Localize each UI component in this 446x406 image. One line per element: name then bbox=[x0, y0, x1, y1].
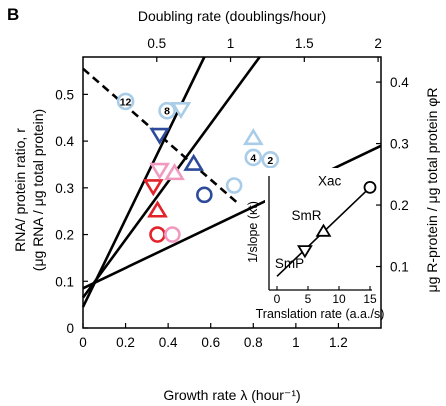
y-tick-label: 0.5 bbox=[55, 87, 74, 102]
main-data-points: 12 8 4 2 bbox=[116, 92, 280, 243]
main-plot-frame bbox=[82, 56, 382, 329]
data-point bbox=[196, 186, 213, 204]
data-point bbox=[149, 226, 166, 243]
inset-x-axis-title: Translation rate (a.a./s) bbox=[256, 307, 385, 321]
top-tick-label: 1 bbox=[227, 36, 235, 51]
y-axis-title-line2: (μg RNA / μg total protein) bbox=[30, 109, 46, 271]
point-tag: 12 bbox=[120, 96, 132, 108]
y-tick-label: 0.2 bbox=[55, 228, 74, 243]
right-tick-label: 0.2 bbox=[390, 198, 409, 213]
right-axis-title: μg R-protein / μg total protein φR bbox=[424, 88, 440, 293]
inset-data-point bbox=[315, 223, 332, 237]
x-tick-label: 0.4 bbox=[159, 335, 178, 350]
right-tick-label: 0.1 bbox=[390, 260, 409, 275]
inset-x-tick-label: 0 bbox=[274, 292, 281, 306]
point-tag: 4 bbox=[250, 152, 256, 164]
main-axis-ticks: 0 0.2 0.4 0.6 0.8 1 1.2 0 0.1 0.2 0.3 0.4 0.5 0.5 1 1.5… bbox=[55, 36, 409, 350]
data-point bbox=[147, 200, 168, 218]
panel-label: B bbox=[7, 5, 19, 24]
data-point bbox=[261, 150, 280, 169]
fit-line-1 bbox=[81, 56, 206, 308]
main-chart: 0 0.2 0.4 0.6 0.8 1 1.2 0 0.1 0.2 0.3 0.4 0.5 0.5 1 1.5… bbox=[12, 8, 440, 403]
inset-x-tick-label: 10 bbox=[332, 292, 346, 306]
x-tick-label: 1.2 bbox=[329, 335, 348, 350]
top-tick-label: 1.5 bbox=[295, 36, 314, 51]
data-point bbox=[183, 153, 205, 171]
inset-point-label: Xac bbox=[318, 173, 342, 188]
data-point bbox=[149, 127, 170, 145]
y-tick-label: 0.1 bbox=[55, 274, 74, 289]
inset-axis-ticks: 0 5 10 15 bbox=[274, 286, 377, 306]
y-tick-label: 0 bbox=[66, 321, 74, 336]
right-tick-label: 0.3 bbox=[390, 137, 409, 152]
x-tick-label: 1 bbox=[292, 335, 300, 350]
x-tick-label: 0.6 bbox=[201, 335, 220, 350]
inset-x-tick-label: 5 bbox=[305, 292, 312, 306]
data-point bbox=[164, 163, 185, 181]
data-point bbox=[149, 162, 170, 180]
inset-point-label: SmR bbox=[292, 208, 322, 223]
top-tick-label: 0.5 bbox=[147, 36, 166, 51]
inset-data-point bbox=[363, 180, 377, 194]
data-point bbox=[158, 101, 176, 120]
point-tag: 8 bbox=[164, 106, 170, 118]
data-point bbox=[244, 148, 263, 167]
x-axis-title: Growth rate λ (hour⁻¹) bbox=[163, 387, 300, 403]
x-tick-label: 0.8 bbox=[244, 335, 263, 350]
x-tick-label: 0.2 bbox=[116, 335, 135, 350]
data-point bbox=[225, 177, 243, 194]
data-point bbox=[142, 179, 164, 197]
top-axis-title: Doubling rate (doublings/hour) bbox=[138, 8, 326, 24]
fit-line-4 bbox=[82, 67, 238, 203]
y-tick-label: 0.4 bbox=[55, 134, 74, 149]
data-point bbox=[170, 102, 192, 120]
data-point bbox=[164, 226, 181, 243]
point-tag: 2 bbox=[267, 155, 273, 167]
y-tick-label: 0.3 bbox=[55, 181, 74, 196]
y-axis-title-line1: RNA/ protein ratio, r bbox=[12, 128, 28, 252]
data-point bbox=[116, 92, 135, 111]
inset-chart: 0 5 10 15 SmP SmR Xac Translation rate (a.a./… bbox=[246, 168, 384, 321]
inset-data: SmP SmR Xac bbox=[275, 173, 377, 277]
x-tick-label: 0 bbox=[79, 335, 87, 350]
data-point bbox=[242, 128, 264, 146]
inset-y-axis-title: 1/slope (κt) bbox=[246, 201, 260, 263]
inset-point-label: SmP bbox=[275, 256, 304, 271]
inset-x-tick-label: 15 bbox=[363, 292, 377, 306]
top-tick-label: 2 bbox=[374, 36, 382, 51]
right-tick-label: 0.4 bbox=[390, 75, 409, 90]
inset-data-point bbox=[296, 245, 313, 259]
